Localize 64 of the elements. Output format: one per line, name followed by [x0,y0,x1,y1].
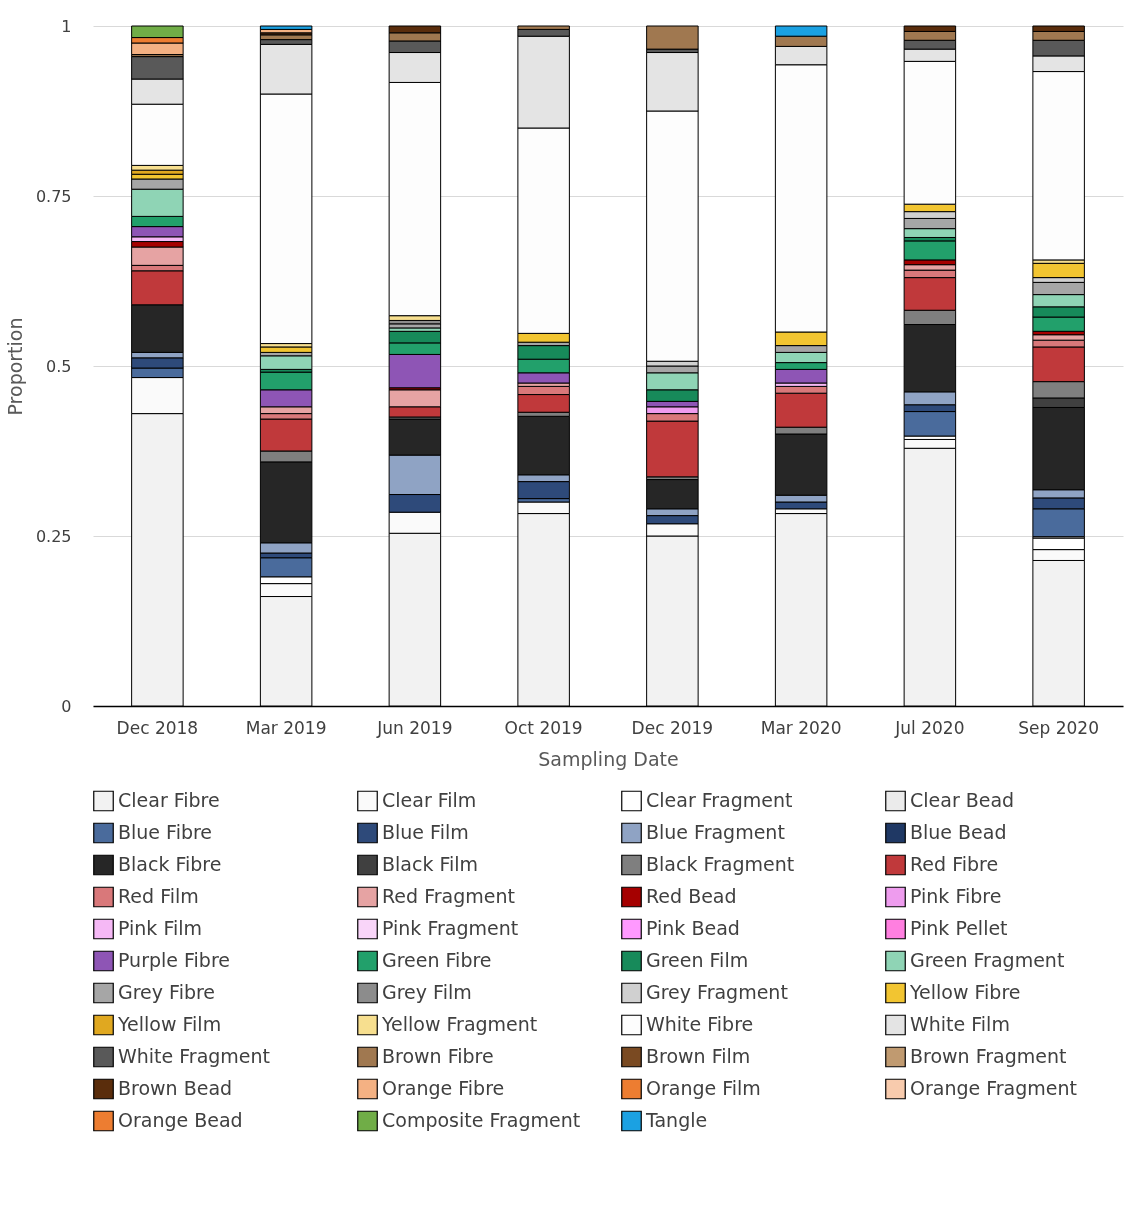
x-axis-title: Sampling Date [538,747,679,770]
legend-label: Red Bead [646,885,737,907]
bar [388,323,442,329]
y-tick-label: 0.75 [35,186,72,206]
legend-label: Grey Film [382,981,472,1003]
y-tick-label: 0.25 [35,526,72,546]
legend-label: Pink Bead [646,917,740,939]
legend-label: Blue Film [382,821,469,843]
legend-label: Pink Fibre [910,885,1002,907]
x-tick-label: Dec 2019 [631,717,714,738]
legend-label: Orange Film [646,1077,761,1099]
legend-label: Black Fragment [646,853,795,875]
legend-label: Black Film [382,853,479,875]
legend-label: Composite Fragment [382,1109,581,1131]
bar [646,25,699,50]
legend-label: Orange Bead [118,1109,243,1131]
legend-label: Clear Fragment [646,789,793,811]
legend-label: Clear Fibre [118,789,220,811]
legend-label: Brown Bead [118,1077,233,1099]
legend-label: Blue Bead [910,821,1007,843]
legend-label: Red Fragment [382,885,515,907]
bar [259,355,313,370]
x-tick-label: Dec 2018 [116,717,199,738]
legend-label: Orange Fibre [382,1077,505,1099]
y-tick-label: 0 [61,696,72,716]
legend-label: Clear Film [382,789,477,811]
x-tick-label: Sep 2020 [1018,717,1099,738]
legend-label: Yellow Film [117,1013,222,1035]
legend-label: Brown Film [646,1045,751,1067]
legend-label: Purple Fibre [118,949,231,971]
legend-label: Red Film [118,885,199,907]
legend-label: Black Fibre [118,853,222,875]
y-axis-title: Proportion [3,317,26,416]
legend-label: White Film [910,1013,1010,1035]
legend-label: White Fragment [118,1045,271,1067]
legend-label: Grey Fibre [118,981,216,1003]
legend-label: Brown Fibre [382,1045,494,1067]
legend-label: Grey Fragment [646,981,788,1003]
x-tick-label: Jul 2020 [894,717,965,738]
legend-label: Green Fibre [382,949,492,971]
legend-label: Pink Pellet [910,917,1008,939]
bar [1032,262,1085,279]
legend-label: Blue Fragment [646,821,785,843]
legend-label: Clear Bead [910,789,1015,811]
legend-label: Red Fibre [910,853,999,875]
y-tick-label: 1 [61,16,72,36]
legend-label: Tangle [645,1109,708,1131]
bar [259,25,313,30]
legend-label: Green Fragment [910,949,1065,971]
x-tick-label: Oct 2019 [504,717,583,738]
bar [903,240,957,261]
y-tick-label: 0.5 [46,356,72,376]
x-tick-label: Jun 2019 [376,717,453,738]
legend-label: Yellow Fragment [381,1013,538,1035]
legend-label: Yellow Fibre [909,981,1021,1003]
legend-label: Blue Fibre [118,821,213,843]
x-tick-label: Mar 2020 [760,717,842,738]
x-tick-label: Mar 2019 [245,717,327,738]
legend-label: Pink Film [118,917,203,939]
legend-label: Orange Fragment [910,1077,1077,1099]
legend-label: White Fibre [646,1013,754,1035]
legend-label: Brown Fragment [910,1045,1067,1067]
legend-label: Green Film [646,949,749,971]
legend-label: Pink Fragment [382,917,519,939]
